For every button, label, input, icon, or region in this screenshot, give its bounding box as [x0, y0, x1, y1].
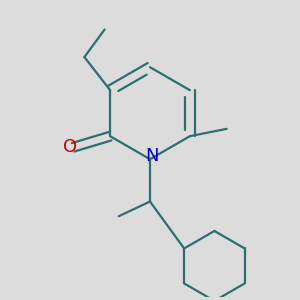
- Text: O: O: [63, 138, 77, 156]
- Text: N: N: [145, 147, 159, 165]
